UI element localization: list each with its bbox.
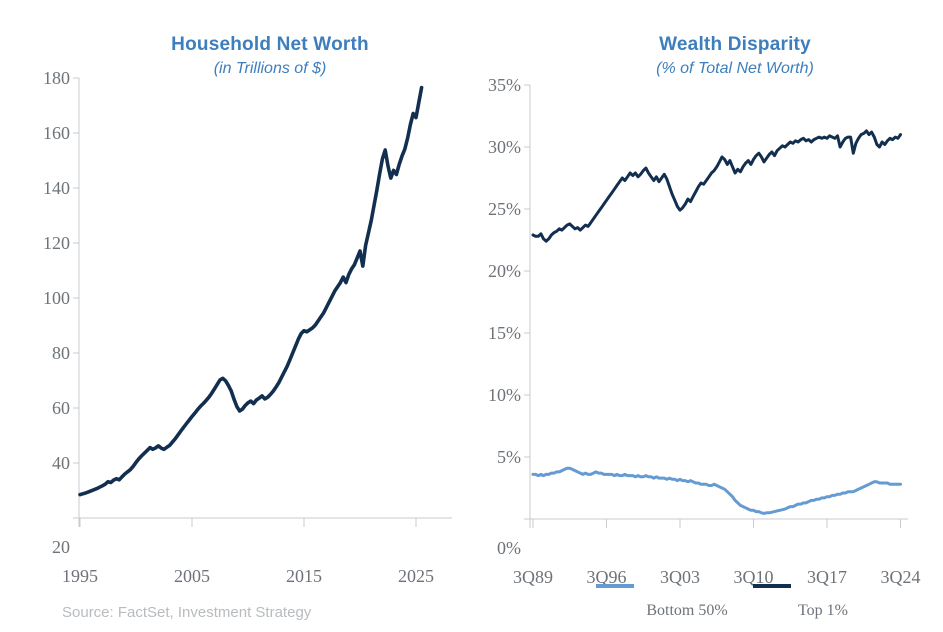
y-tick-label: 160 <box>43 123 70 143</box>
top-1--line <box>531 129 902 243</box>
legend-label-bottom-50: Bottom 50% <box>646 602 728 619</box>
y-tick-label: 35% <box>488 75 521 95</box>
x-tick-label: 3Q17 <box>807 567 847 587</box>
y-tick-label: 15% <box>488 323 521 343</box>
household-net-worth-chart: 20 40 60 80 100 120 140 160 180 1995 2005 2015 2025 <box>43 68 452 586</box>
y-tick-label: 5% <box>497 447 521 467</box>
y-tick-label: 20% <box>488 261 521 281</box>
y-tick-label: 100 <box>43 288 70 308</box>
legend-swatch-top-1 <box>753 584 791 588</box>
x-tick-label: 3Q03 <box>660 567 700 587</box>
wealth-disparity-chart: 0% 5% 10% 15% 20% 25% 30% 35% 3Q89 3Q96 3Q03 3Q10 3Q… <box>488 75 921 587</box>
y-tick-label: 120 <box>43 233 70 253</box>
x-tick-label: 3Q10 <box>734 567 774 587</box>
y-tick-label: 0% <box>497 538 521 558</box>
y-tick-label: 25% <box>488 199 521 219</box>
y-tick-label: 80 <box>52 343 70 363</box>
x-tick-label: 3Q89 <box>513 567 553 587</box>
source-note: Source: FactSet, Investment Strategy <box>62 604 312 621</box>
y-tick-label: 40 <box>52 453 70 473</box>
right-chart-title: Wealth Disparity <box>659 34 811 55</box>
y-tick-label: 30% <box>488 137 521 157</box>
x-tick-label: 3Q96 <box>587 567 627 587</box>
y-tick-label: 60 <box>52 398 70 418</box>
bottom-50--line <box>531 466 902 515</box>
legend-label-top-1: Top 1% <box>798 602 848 619</box>
household-net-worth-line <box>78 85 424 497</box>
left-chart-subtitle: (in Trillions of $) <box>213 60 327 77</box>
x-tick-label: 1995 <box>62 566 98 586</box>
x-tick-label: 3Q24 <box>881 567 921 587</box>
y-tick-label: 140 <box>43 178 70 198</box>
y-tick-label: 20 <box>52 537 70 557</box>
legend-swatch-bottom-50 <box>596 584 634 588</box>
x-tick-label: 2015 <box>286 566 322 586</box>
left-chart-title: Household Net Worth <box>171 34 369 55</box>
y-tick-label: 180 <box>43 68 70 88</box>
y-tick-label: 10% <box>488 385 521 405</box>
x-tick-label: 2025 <box>398 566 434 586</box>
right-chart-subtitle: (% of Total Net Worth) <box>656 60 814 77</box>
x-tick-label: 2005 <box>174 566 210 586</box>
